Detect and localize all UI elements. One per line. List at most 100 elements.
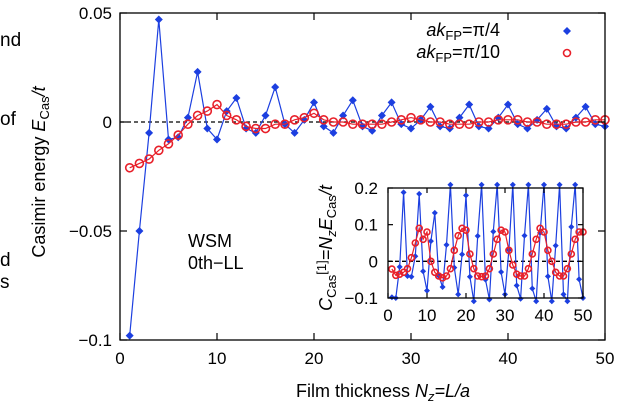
series-2-point: [575, 228, 583, 236]
series-1-point: [490, 228, 497, 235]
series-1-point: [542, 104, 551, 113]
series-1-point: [560, 291, 567, 298]
series-2-point: [458, 224, 466, 233]
legend-marker: [562, 48, 572, 58]
series-2-point: [481, 272, 490, 280]
legend-entry-label: akFP=π/4: [426, 20, 500, 43]
series-2-point: [318, 115, 329, 125]
series-2-point: [435, 117, 445, 127]
series-2-point: [163, 139, 174, 149]
series-1-point: [548, 298, 555, 305]
series-1-point: [517, 295, 524, 302]
x-tick-label: 30: [402, 349, 421, 368]
series-2-point: [124, 162, 135, 173]
series-2-point: [406, 112, 416, 123]
series-1-point: [459, 251, 466, 258]
series-2-point: [567, 250, 576, 258]
y-tick-label: 0.05: [79, 4, 112, 23]
y-tick-label: −0.1: [344, 289, 378, 308]
x-tick-label: 0: [115, 349, 124, 368]
series-2-point: [241, 121, 251, 132]
series-2-point: [497, 226, 505, 234]
series-1-point: [426, 102, 435, 111]
series-1-point: [455, 291, 462, 298]
series-2-point: [231, 115, 242, 125]
series-1-point: [408, 273, 415, 280]
series-2-point: [425, 117, 436, 127]
series-2-point: [338, 117, 348, 127]
y-tick-label: 0.2: [354, 179, 378, 198]
series-1-point: [447, 181, 454, 188]
series-2-line: [391, 226, 583, 279]
series-1-point: [568, 223, 575, 230]
series-1-point: [145, 128, 154, 137]
series-2-point: [434, 272, 443, 280]
series-2-point: [493, 115, 504, 125]
y-axis-label: Casimir energy ECas/t: [29, 85, 52, 257]
series-2-point: [289, 115, 300, 125]
series-1-point: [431, 209, 438, 216]
series-1-point: [521, 232, 528, 239]
x-tick-label: 50: [574, 306, 593, 325]
series-2-point: [357, 119, 368, 129]
series-2-point: [571, 235, 580, 244]
series-2-point: [520, 272, 529, 280]
series-2-point: [489, 250, 498, 258]
x-tick-label: 30: [496, 306, 515, 325]
series-2-point: [483, 117, 494, 127]
cropped-text-fragment: nd: [0, 30, 22, 51]
series-2-point: [473, 272, 482, 280]
series-2-line: [129, 103, 605, 169]
y-tick-label: 0.1: [354, 216, 378, 235]
series-1-point: [470, 298, 477, 305]
series-1-point: [416, 190, 423, 197]
series-2-point: [212, 99, 222, 110]
series-2-point: [154, 145, 164, 156]
series-2-point: [423, 228, 431, 236]
series-1-point: [271, 83, 280, 92]
series-1-point: [466, 273, 473, 280]
series-2-point: [522, 117, 533, 127]
series-1-point: [465, 100, 474, 109]
series-1-point: [498, 268, 505, 275]
series-2-point: [493, 235, 502, 244]
series-2-point: [280, 119, 290, 129]
series-1-point: [339, 111, 348, 120]
series-2-point: [144, 154, 154, 164]
series-2-point: [454, 231, 463, 240]
series-2-point: [386, 117, 397, 127]
series-2-point: [512, 115, 523, 125]
series-2-point: [544, 246, 552, 255]
series-1-point: [232, 94, 241, 103]
series-2-point: [571, 117, 581, 127]
series-1-point: [424, 287, 430, 294]
series-1-point: [523, 124, 532, 133]
series-2-point: [446, 264, 455, 273]
series-1-point: [420, 268, 427, 275]
series-2-point: [395, 270, 404, 278]
series-1-point: [135, 227, 144, 235]
main-plot: 0 10 20 30 40 50 0.05 0 −0.05 −0.1 Film thickness …: [29, 4, 614, 404]
series-2-point: [221, 110, 232, 121]
series-2-point: [427, 257, 435, 266]
series-1-point: [387, 98, 396, 107]
series-1-point: [541, 181, 547, 188]
series-1-point: [439, 284, 446, 290]
series-2-point: [442, 272, 451, 280]
cropped-text-fragment: s: [0, 272, 10, 293]
series-2-point: [469, 264, 478, 273]
series-2-point: [450, 246, 459, 255]
series-2-point: [367, 119, 378, 129]
series-2-point: [347, 119, 358, 129]
x-tick-label: 10: [208, 349, 227, 368]
series-1-line: [391, 184, 584, 304]
annotation-label: 0th−LL: [188, 253, 244, 273]
series-2-point: [516, 272, 525, 280]
series-2-point: [419, 235, 427, 244]
series-2-point: [134, 158, 145, 169]
series-2-point: [524, 264, 533, 273]
y-tick-label: −0.1: [78, 331, 112, 350]
series-1-point: [443, 241, 450, 248]
